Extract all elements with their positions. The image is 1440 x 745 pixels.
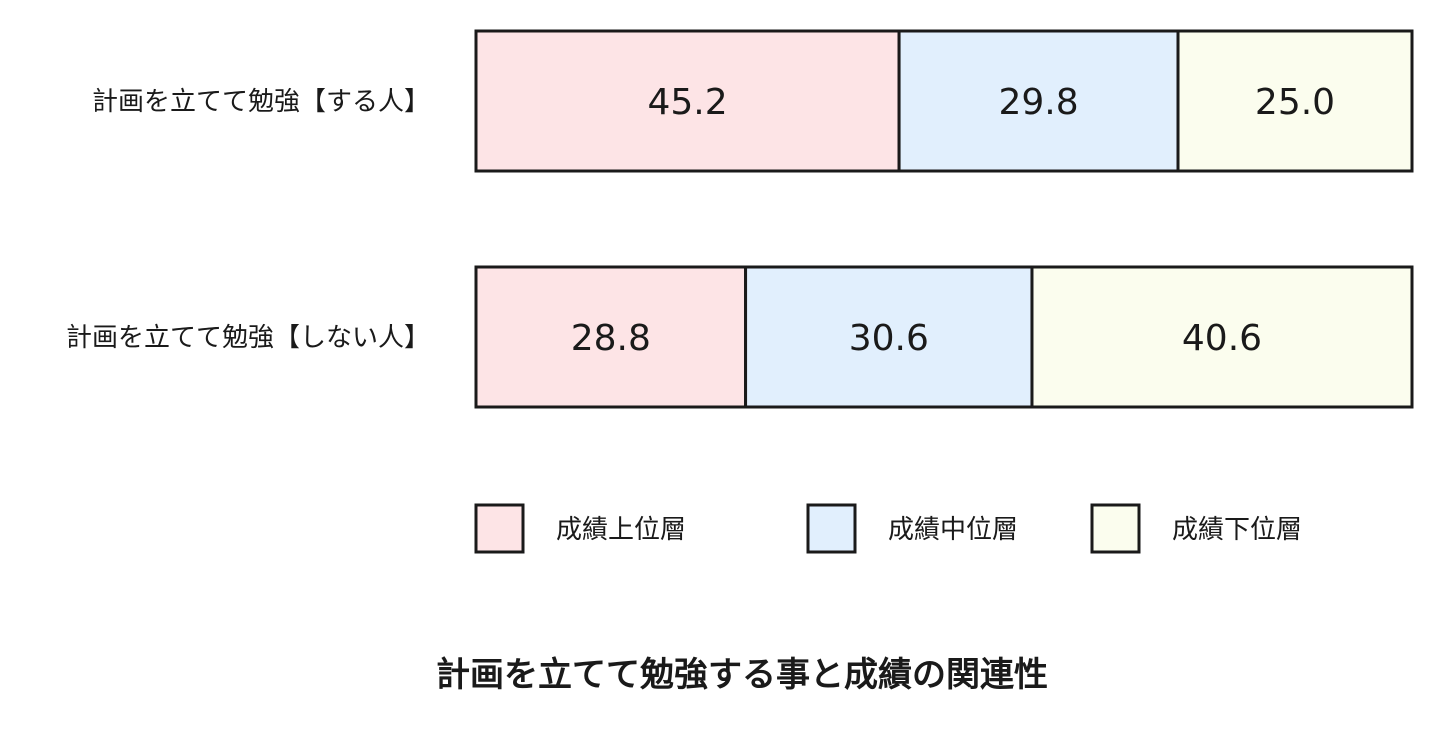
value-label-top-row2: 28.8 [571, 318, 651, 359]
bar-middle-row1 [897, 29, 1180, 173]
legend-swatch-top [474, 503, 525, 554]
category-label-row2: 計画を立てて勉強【しない人】 [66, 323, 430, 353]
legend-swatch-middle [806, 503, 857, 554]
value-label-middle-row2: 30.6 [849, 318, 929, 359]
category-label-row1: 計画を立てて勉強【する人】 [92, 87, 430, 117]
value-label-top-row1: 45.2 [647, 82, 727, 123]
bar-middle-row2 [744, 265, 1034, 409]
chart-title: 計画を立てて勉強する事と成績の関連性 [436, 655, 1048, 695]
bar-bottom-row1 [1176, 29, 1414, 173]
legend-label-top: 成績上位層 [556, 515, 686, 545]
category-labels: 計画を立てて勉強【する人】計画を立てて勉強【しない人】 [66, 87, 430, 353]
value-label-middle-row1: 29.8 [998, 82, 1078, 123]
bars-group: 45.2 29.8 25.0 28.8 30.6 40.6 [474, 29, 1414, 409]
value-label-bottom-row1: 25.0 [1255, 82, 1335, 123]
legend-swatch-bottom [1090, 503, 1141, 554]
legend-label-middle: 成績中位層 [888, 515, 1018, 545]
bar-bottom-row2 [1030, 265, 1414, 409]
legend-label-bottom: 成績下位層 [1172, 515, 1302, 545]
value-label-bottom-row2: 40.6 [1182, 318, 1262, 359]
legend: 成績上位層 成績中位層 成績下位層 [474, 503, 1302, 554]
bar-top-row1 [474, 29, 901, 173]
